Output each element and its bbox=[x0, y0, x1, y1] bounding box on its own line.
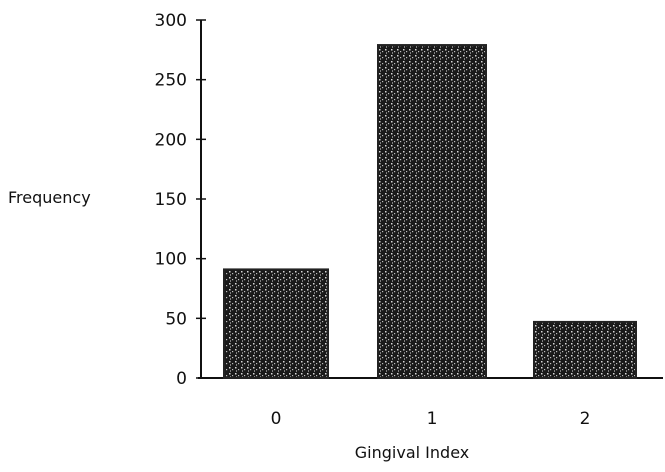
x-tick-label: 2 bbox=[580, 409, 591, 429]
bar-0 bbox=[223, 268, 329, 380]
bars bbox=[223, 44, 637, 380]
y-tick-label: 150 bbox=[155, 190, 187, 210]
x-ticks: 0 1 2 bbox=[271, 409, 591, 429]
y-tick-label: 50 bbox=[165, 309, 187, 329]
x-axis-title: Gingival Index bbox=[355, 443, 469, 462]
x-tick-label: 1 bbox=[427, 409, 438, 429]
y-tick-label: 100 bbox=[155, 250, 187, 270]
x-tick-label: 0 bbox=[271, 409, 282, 429]
x-axis: 0 1 2 bbox=[198, 377, 663, 429]
bar-2 bbox=[533, 320, 637, 379]
y-tick-label: 200 bbox=[155, 130, 187, 150]
bar-1 bbox=[377, 44, 487, 380]
y-axis: 0 50 100 150 200 250 300 bbox=[155, 11, 206, 389]
y-tick-label: 300 bbox=[155, 11, 187, 31]
y-axis-title: Frequency bbox=[8, 188, 91, 207]
y-tick-label: 0 bbox=[176, 369, 187, 389]
y-ticks: 0 50 100 150 200 250 300 bbox=[155, 11, 206, 389]
y-tick-label: 250 bbox=[155, 71, 187, 91]
